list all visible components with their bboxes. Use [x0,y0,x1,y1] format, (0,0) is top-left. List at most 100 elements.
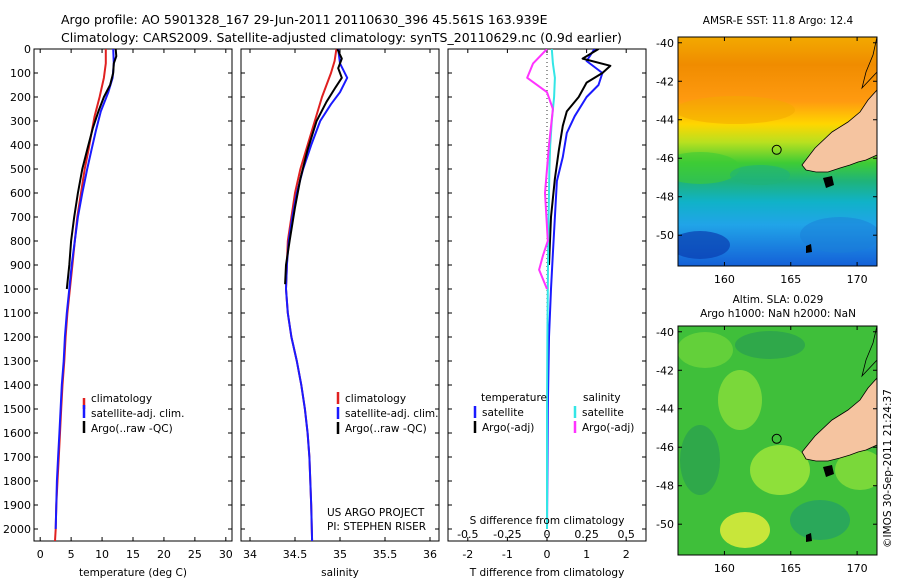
y-tick-label: 500 [10,163,31,176]
project-annotation-line-2: PI: STEPHEN RISER [327,521,426,533]
s-tick-label: 0 [544,528,551,541]
x-tick-label: 5 [68,548,75,561]
title-line-1: Argo profile: AO 5901328_167 29-Jun-2011… [61,12,548,27]
map-x-tick-label: 170 [847,562,868,575]
difference-panel: -2 -1 0 1 2 temperature salinity satellite A… [447,48,647,579]
depth-axis: 0 100 200 300 400 500 600 700 800 900 1000 1100 1200… [3,43,232,536]
map-x-tick-label: 165 [780,273,801,286]
sla-map-axes: 160 165 170 -40 -42 -44 -46 -48 -50 [656,326,877,575]
y-tick-label: 300 [10,115,31,128]
legend-label-s-satellite: satellite [582,407,624,419]
map-y-tick-label: -48 [656,480,674,493]
x-tick-label: 0 [544,548,551,561]
series-line-satellite-adj-clim- [54,49,115,530]
series-line-satellite [546,49,556,529]
difference-depth-ticks [448,48,646,530]
map-x-tick-label: 165 [780,562,801,575]
y-tick-label: 1300 [3,355,31,368]
map-y-tick-label: -42 [656,75,674,88]
sst-map-axes: 160 165 170 -40 -42 -44 -46 -48 -50 [656,37,877,286]
salinity-axes-frame [240,48,440,542]
legend-label-t-satellite: satellite [482,407,524,419]
y-tick-label: 1100 [3,307,31,320]
sla-map-frame [677,325,878,556]
legend-header-temperature: temperature [481,392,547,404]
map-y-tick-label: -42 [656,364,674,377]
sla-map-title-line-2: Argo h1000: NaN h2000: NaN [700,308,856,320]
map-y-tick-label: -44 [656,403,674,416]
x-tick-label: 34 [243,548,257,561]
map-y-tick-label: -46 [656,152,674,165]
x-tick-label: 2 [623,548,630,561]
x-tick-label: 35 [333,548,347,561]
y-tick-label: 400 [10,139,31,152]
y-tick-label: 1800 [3,475,31,488]
map-x-tick-label: 160 [714,562,735,575]
salinity-xlabel: salinity [321,567,359,579]
sst-map-frame [677,36,878,267]
map-y-tick-label: -50 [656,229,674,242]
title-line-2: Climatology: CARS2009. Satellite-adjuste… [61,30,622,45]
map-y-tick-label: -48 [656,191,674,204]
difference-profiles [526,49,612,530]
y-tick-label: 1200 [3,331,31,344]
series-line-satellite [546,49,604,530]
temperature-xlabel: temperature (deg C) [79,567,187,579]
temperature-axes-frame [33,48,233,542]
x-tick-label: 34.5 [283,548,308,561]
salinity-legend: climatology satellite-adj. clim. Argo(..… [336,392,438,435]
salinity-panel: 34 34.5 35 35.5 36 climatology satellite-adj… [240,48,440,579]
y-tick-label: 800 [10,235,31,248]
y-tick-label: 1600 [3,427,31,440]
argo-float-marker [771,144,782,155]
salinity-x-axis: 34 34.5 35 35.5 36 [243,49,437,561]
difference-legend: temperature salinity satellite Argo(-adj… [473,392,634,434]
y-tick-label: 1500 [3,403,31,416]
series-line-argo-adj- [548,49,612,266]
series-line-argo-adj- [526,49,554,290]
temperature-legend: climatology satellite-adj. clim. Argo(..… [82,393,184,435]
x-tick-label: 20 [157,548,171,561]
y-tick-label: 1400 [3,379,31,392]
x-tick-label: 1 [583,548,590,561]
y-tick-label: 2000 [3,523,31,536]
x-tick-label: 15 [126,548,140,561]
sst-map-title: AMSR-E SST: 11.8 Argo: 12.4 [703,15,854,27]
project-annotation-line-1: US ARGO PROJECT [327,507,425,519]
y-tick-label: 100 [10,67,31,80]
imos-timestamp: ©IMOS 30-Sep-2011 21:24:37 [882,389,894,548]
x-tick-label: 30 [219,548,233,561]
s-difference-xlabel: S difference from climatology [470,515,625,527]
s-difference-x-axis: -0.5 -0.25 0 0.25 0.5 [457,528,635,541]
argo-float-marker [771,433,782,444]
y-tick-label: 0 [24,43,31,56]
series-line-climatology [285,49,338,541]
x-tick-label: 25 [188,548,202,561]
map-y-tick-label: -50 [656,518,674,531]
legend-label-argo: Argo(..raw -QC) [91,423,173,435]
x-tick-label: -2 [462,548,473,561]
x-tick-label: -1 [502,548,513,561]
map-y-tick-label: -40 [656,326,674,339]
s-tick-label: -0.5 [457,528,478,541]
y-tick-label: 900 [10,259,31,272]
stewart-island [823,176,834,188]
legend-label-satellite: satellite-adj. clim. [345,408,438,420]
legend-label-s-argo: Argo(-adj) [582,422,634,434]
x-tick-label: 0 [37,548,44,561]
y-tick-label: 200 [10,91,31,104]
salinity-depth-ticks [241,48,439,530]
legend-header-salinity: salinity [583,392,621,404]
sst-map: AMSR-E SST: 11.8 Argo: 12.4 160 165 170 -40… [656,15,878,286]
sst-map-image [678,37,877,266]
map-x-tick-label: 160 [714,273,735,286]
sla-map-title-line-1: Altim. SLA: 0.029 [733,294,824,306]
temperature-profiles [54,49,118,541]
sla-map-image [678,326,877,555]
map-x-tick-label: 170 [847,273,868,286]
legend-label-satellite: satellite-adj. clim. [91,408,184,420]
s-tick-label: -0.25 [493,528,521,541]
legend-label-t-argo: Argo(-adj) [482,422,534,434]
x-tick-label: 36 [423,548,437,561]
